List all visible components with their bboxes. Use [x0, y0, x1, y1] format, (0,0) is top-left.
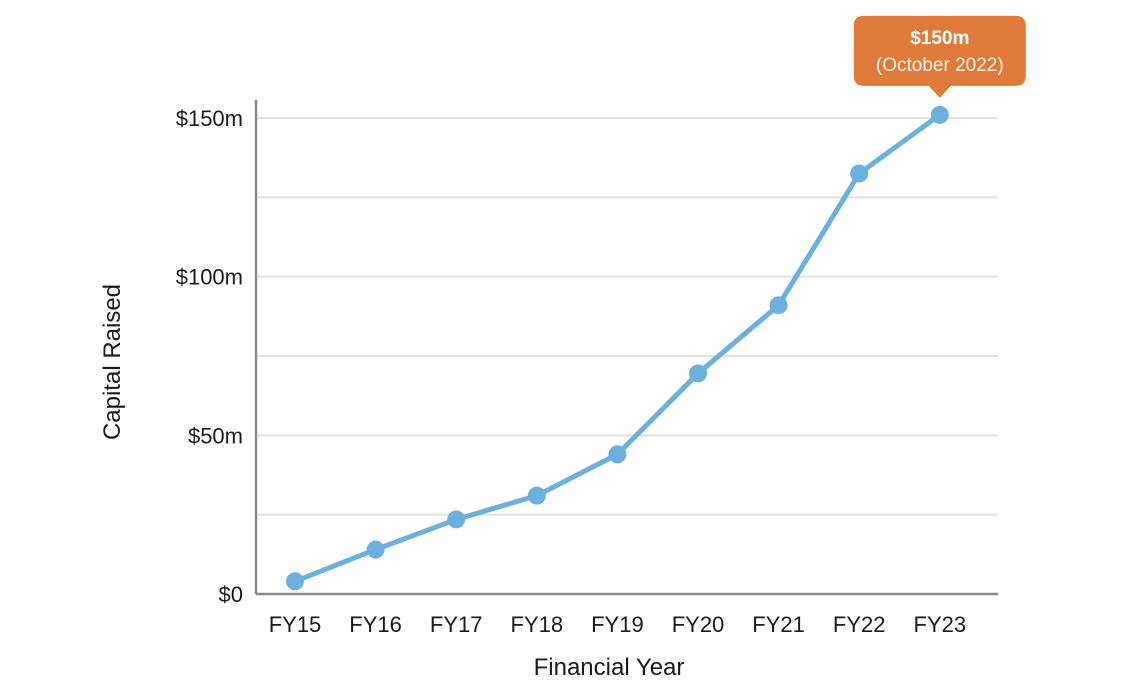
axes — [254, 100, 998, 596]
data-point — [447, 510, 466, 529]
x-tick-label: FY20 — [672, 612, 725, 637]
series-capital-raised — [286, 105, 949, 591]
callout-value-label: $150m — [910, 28, 969, 49]
data-point — [366, 540, 385, 559]
data-point — [850, 164, 869, 183]
peak-callout: $150m (October 2022) — [853, 15, 1026, 98]
x-tick-label: FY19 — [591, 612, 644, 637]
y-tick-labels: $0 $50m $100m $150m — [176, 106, 243, 607]
callout-box — [853, 15, 1026, 98]
x-tick-label: FY23 — [914, 612, 967, 637]
data-point — [769, 296, 788, 315]
x-tick-label: FY15 — [269, 612, 322, 637]
x-tick-label: FY22 — [833, 612, 886, 637]
y-tick-label: $0 — [219, 582, 243, 607]
y-tick-label: $150m — [176, 106, 243, 131]
x-tick-label: FY18 — [511, 612, 564, 637]
y-tick-label: $50m — [188, 423, 243, 448]
gridlines — [256, 117, 998, 516]
x-axis-title: Financial Year — [534, 654, 685, 681]
x-tick-label: FY21 — [752, 612, 805, 637]
y-tick-label: $100m — [176, 265, 243, 290]
x-tick-label: FY16 — [349, 612, 402, 637]
x-tick-label: FY17 — [430, 612, 483, 637]
x-tick-labels: FY15 FY16 FY17 FY18 FY19 FY20 FY21 FY22 FY23 — [269, 612, 966, 637]
data-point — [286, 572, 304, 591]
data-point — [689, 364, 707, 383]
data-point — [608, 445, 627, 464]
y-axis-title: Capital Raised — [99, 284, 126, 440]
data-point — [527, 486, 546, 505]
series-line — [292, 112, 943, 584]
callout-date-label: (October 2022) — [876, 55, 1004, 76]
data-point — [930, 105, 949, 124]
